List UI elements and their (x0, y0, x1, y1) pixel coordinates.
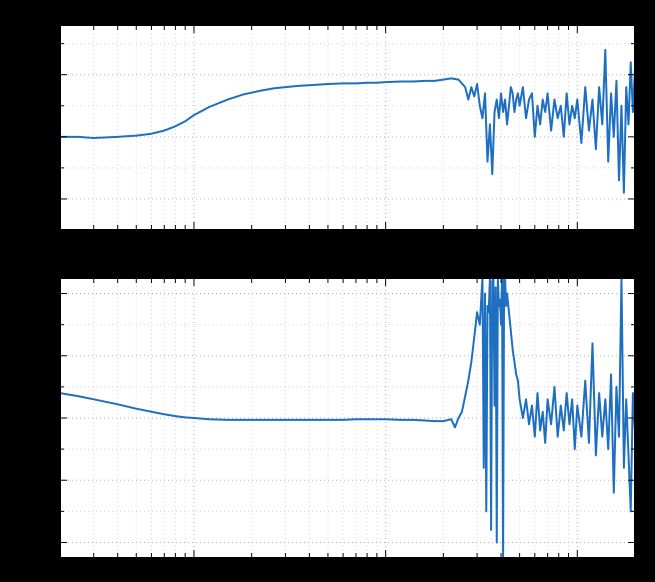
chart-container (0, 0, 655, 582)
chart-svg (0, 0, 655, 582)
